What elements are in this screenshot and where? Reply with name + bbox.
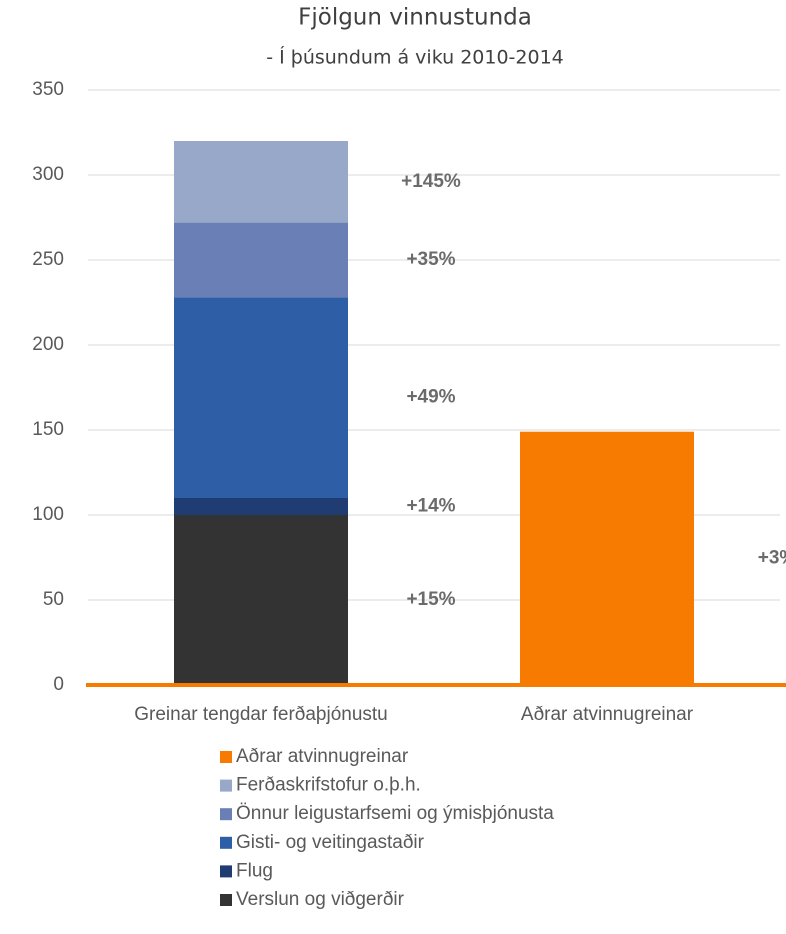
legend-swatch <box>220 865 232 878</box>
bar-segment <box>520 431 694 685</box>
legend-label: Önnur leigustarfsemi og ýmisþjónusta <box>236 803 554 824</box>
y-tick-label: 0 <box>53 674 64 695</box>
legend-swatch <box>220 751 232 763</box>
growth-label: +35% <box>406 249 455 270</box>
x-tick-label: Aðrar atvinnugreinar <box>521 704 694 725</box>
legend-swatch <box>220 836 232 849</box>
bar-segment <box>174 515 348 685</box>
legend-swatch <box>220 808 232 821</box>
y-tick-label: 250 <box>32 249 64 270</box>
y-tick-label: 350 <box>32 79 64 100</box>
chart-title: Fjölgun vinnustunda <box>298 5 532 31</box>
x-tick-label: Greinar tengdar ferðaþjónustu <box>134 704 388 725</box>
bar-segment <box>174 297 348 498</box>
growth-label: +49% <box>406 387 455 408</box>
bar-segment <box>174 498 348 515</box>
legend-label: Ferðaskrifstofur o.þ.h. <box>236 775 421 796</box>
legend-swatch <box>220 894 232 906</box>
legend-label: Gisti- og veitingastaðir <box>236 832 425 853</box>
growth-label: +14% <box>406 496 455 517</box>
y-tick-label: 200 <box>32 334 64 355</box>
y-tick-label: 100 <box>32 504 64 525</box>
y-tick-label: 50 <box>43 589 64 610</box>
y-tick-label: 150 <box>32 419 64 440</box>
chart-subtitle: - Í þúsundum á viku 2010-2014 <box>266 46 564 69</box>
bar-segment <box>174 141 348 223</box>
legend-label: Aðrar atvinnugreinar <box>236 746 409 767</box>
bar-segment <box>174 222 348 298</box>
growth-label: +145% <box>401 171 461 192</box>
legend-label: Verslun og viðgerðir <box>236 889 405 910</box>
growth-label: +3% <box>758 547 786 568</box>
y-tick-label: 300 <box>32 164 64 185</box>
legend-label: Flug <box>236 860 273 881</box>
growth-label: +15% <box>406 589 455 610</box>
legend-swatch <box>220 779 232 792</box>
